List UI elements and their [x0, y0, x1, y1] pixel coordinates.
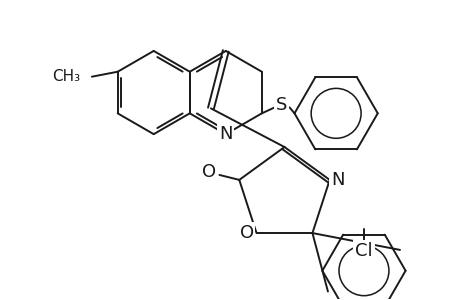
- Text: S: S: [275, 96, 287, 114]
- Text: O: O: [202, 163, 216, 181]
- Text: O: O: [239, 224, 253, 242]
- Text: Cl: Cl: [354, 242, 372, 260]
- Text: N: N: [330, 171, 344, 189]
- Text: CH₃: CH₃: [52, 69, 80, 84]
- Text: N: N: [218, 125, 232, 143]
